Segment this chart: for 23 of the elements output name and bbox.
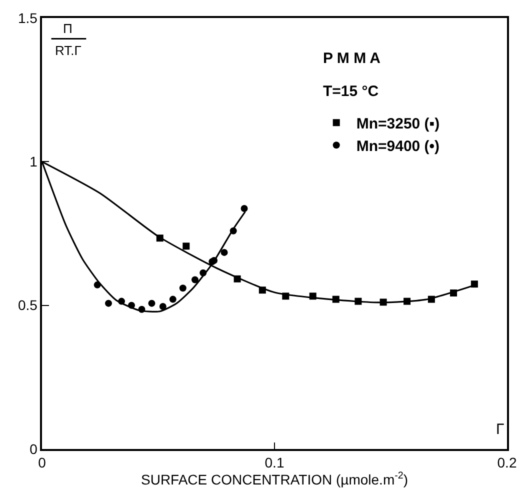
point [159, 302, 166, 310]
point [220, 248, 228, 256]
y-tick-label: 0 [30, 440, 38, 457]
point [182, 242, 190, 250]
annotation: P M M A [323, 50, 381, 67]
x-tick-label: 0.2 [497, 454, 517, 471]
point [105, 300, 112, 307]
y-tick-label: 0.5 [18, 297, 38, 314]
point [169, 296, 176, 303]
y-axis-title: Π [63, 21, 72, 36]
y-tick-label: 1 [30, 154, 38, 170]
x-tick-label: 0.1 [264, 454, 284, 471]
annotation: T=15 °C [323, 83, 379, 100]
point [191, 276, 198, 284]
legend-label: Mn=3250 (▪) [356, 115, 440, 132]
legend-label: Mn=9400 (•) [356, 138, 440, 155]
x-axis-title: SURFACE CONCENTRATION (µmole.m$^{-2}$) [141, 470, 408, 488]
point [240, 205, 248, 212]
annotation: RT.Γ [55, 43, 82, 58]
point [179, 284, 186, 292]
y-tick-label: 1.5 [18, 10, 38, 26]
point [148, 300, 156, 307]
annotation: Γ [496, 421, 504, 438]
